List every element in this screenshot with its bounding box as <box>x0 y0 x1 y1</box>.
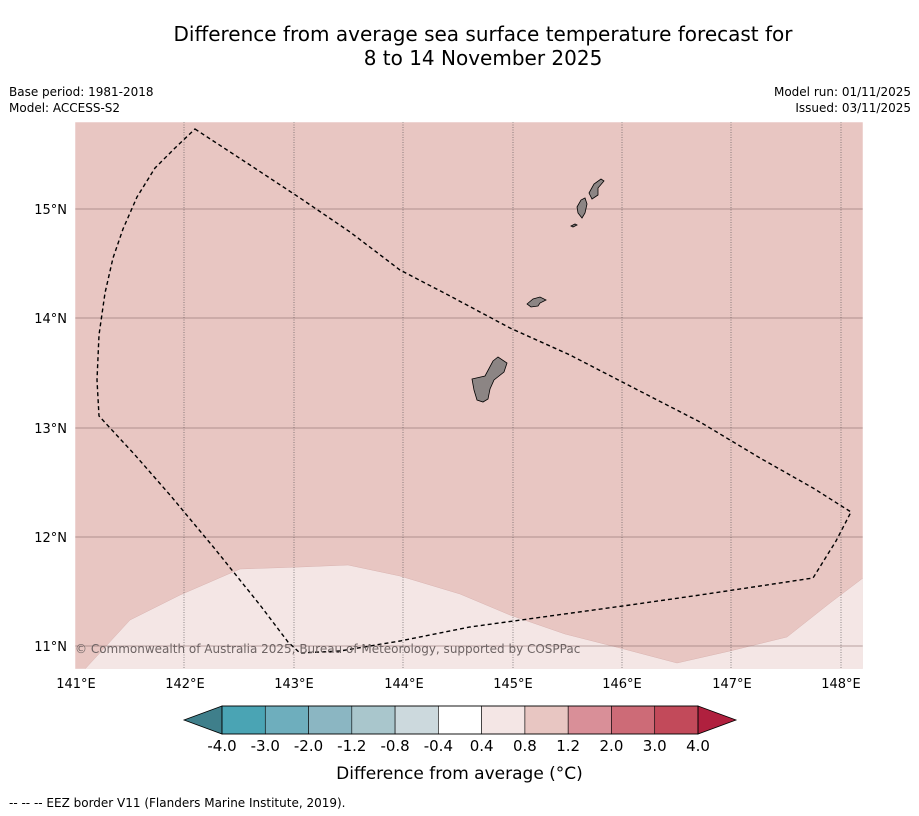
copyright-text: © Commonwealth of Australia 2025, Bureau… <box>75 642 580 656</box>
colorbar-segment <box>611 705 656 735</box>
colorbar-segment <box>351 705 396 735</box>
lon-label: 143°E <box>274 677 314 692</box>
lat-label: 12°N <box>34 531 67 546</box>
lon-label: 148°E <box>821 677 861 692</box>
colorbar-tick-label: -1.2 <box>337 737 366 755</box>
land-masses <box>471 178 605 403</box>
meta-left: Base period: 1981-2018 Model: ACCESS-S2 <box>9 84 154 116</box>
lon-label: 141°E <box>56 677 96 692</box>
lon-label: 145°E <box>493 677 533 692</box>
anomaly-zone-low <box>75 564 863 669</box>
lat-labels: 15°N 14°N 13°N 12°N 11°N <box>34 203 67 655</box>
colorbar-segment <box>221 705 266 735</box>
colorbar-tick-label: -2.0 <box>294 737 323 755</box>
colorbar-segment <box>524 705 569 735</box>
lat-label: 15°N <box>34 203 67 218</box>
colorbar-tick-label: 2.0 <box>600 737 624 755</box>
colorbar-tick-label: -0.4 <box>424 737 453 755</box>
island-guam <box>471 356 508 403</box>
colorbar-tick-label: 0.4 <box>470 737 494 755</box>
lon-label: 144°E <box>384 677 424 692</box>
colorbar-segment <box>654 705 699 735</box>
colorbar-tick-label: -0.8 <box>380 737 409 755</box>
lon-label: 147°E <box>712 677 752 692</box>
colorbar-tick-label: -3.0 <box>251 737 280 755</box>
anomaly-zone-high <box>75 122 863 669</box>
title-line-1: Difference from average sea surface temp… <box>173 22 793 46</box>
colorbar-segment <box>308 705 353 735</box>
issued-date: Issued: 03/11/2025 <box>795 101 911 115</box>
colorbar-tick-label: 4.0 <box>686 737 710 755</box>
base-period: Base period: 1981-2018 <box>9 85 154 99</box>
colorbar-segment <box>567 705 612 735</box>
lon-labels: 141°E 142°E 143°E 144°E 145°E 146°E 147°… <box>56 677 861 692</box>
colorbar-segments <box>221 705 699 735</box>
colorbar-frame <box>221 705 699 735</box>
colorbar <box>182 705 738 735</box>
island-aguijan <box>570 223 578 228</box>
colorbar-segment <box>394 705 439 735</box>
colorbar-segment <box>481 705 526 735</box>
island-saipan <box>588 178 605 200</box>
lon-label: 146°E <box>602 677 642 692</box>
map-title: Difference from average sea surface temp… <box>0 22 919 70</box>
colorbar-tick-label: -4.0 <box>207 737 236 755</box>
lat-label: 14°N <box>34 312 67 327</box>
lon-label: 142°E <box>165 677 205 692</box>
colorbar-segment <box>438 705 482 735</box>
island-rota <box>526 296 547 308</box>
map-frame <box>74 121 864 670</box>
meta-right: Model run: 01/11/2025 Issued: 03/11/2025 <box>774 84 911 116</box>
colorbar-segment <box>264 705 309 735</box>
colorbar-tick-label: 0.8 <box>513 737 537 755</box>
colorbar-tick-label: 1.2 <box>556 737 580 755</box>
title-line-2: 8 to 14 November 2025 <box>363 46 603 70</box>
colorbar-tick-label: 3.0 <box>643 737 667 755</box>
lat-gridlines <box>75 208 863 647</box>
eez-footnote: -- -- -- EEZ border V11 (Flanders Marine… <box>9 796 346 810</box>
model-name: Model: ACCESS-S2 <box>9 101 121 115</box>
eez-border <box>96 128 852 654</box>
lat-label: 11°N <box>34 640 67 655</box>
colorbar-low-extension <box>182 705 223 735</box>
model-run: Model run: 01/11/2025 <box>773 85 911 99</box>
colorbar-label: Difference from average (°C) <box>336 764 583 784</box>
colorbar-high-extension <box>697 705 738 735</box>
colorbar-ticks: -4.0 -3.0 -2.0 -1.2 -0.8 -0.4 0.4 0.8 1.2 2.0 3.0 4… <box>207 737 710 755</box>
lon-gridlines <box>183 122 842 669</box>
island-tinian <box>576 197 588 219</box>
lat-label: 13°N <box>34 422 67 437</box>
